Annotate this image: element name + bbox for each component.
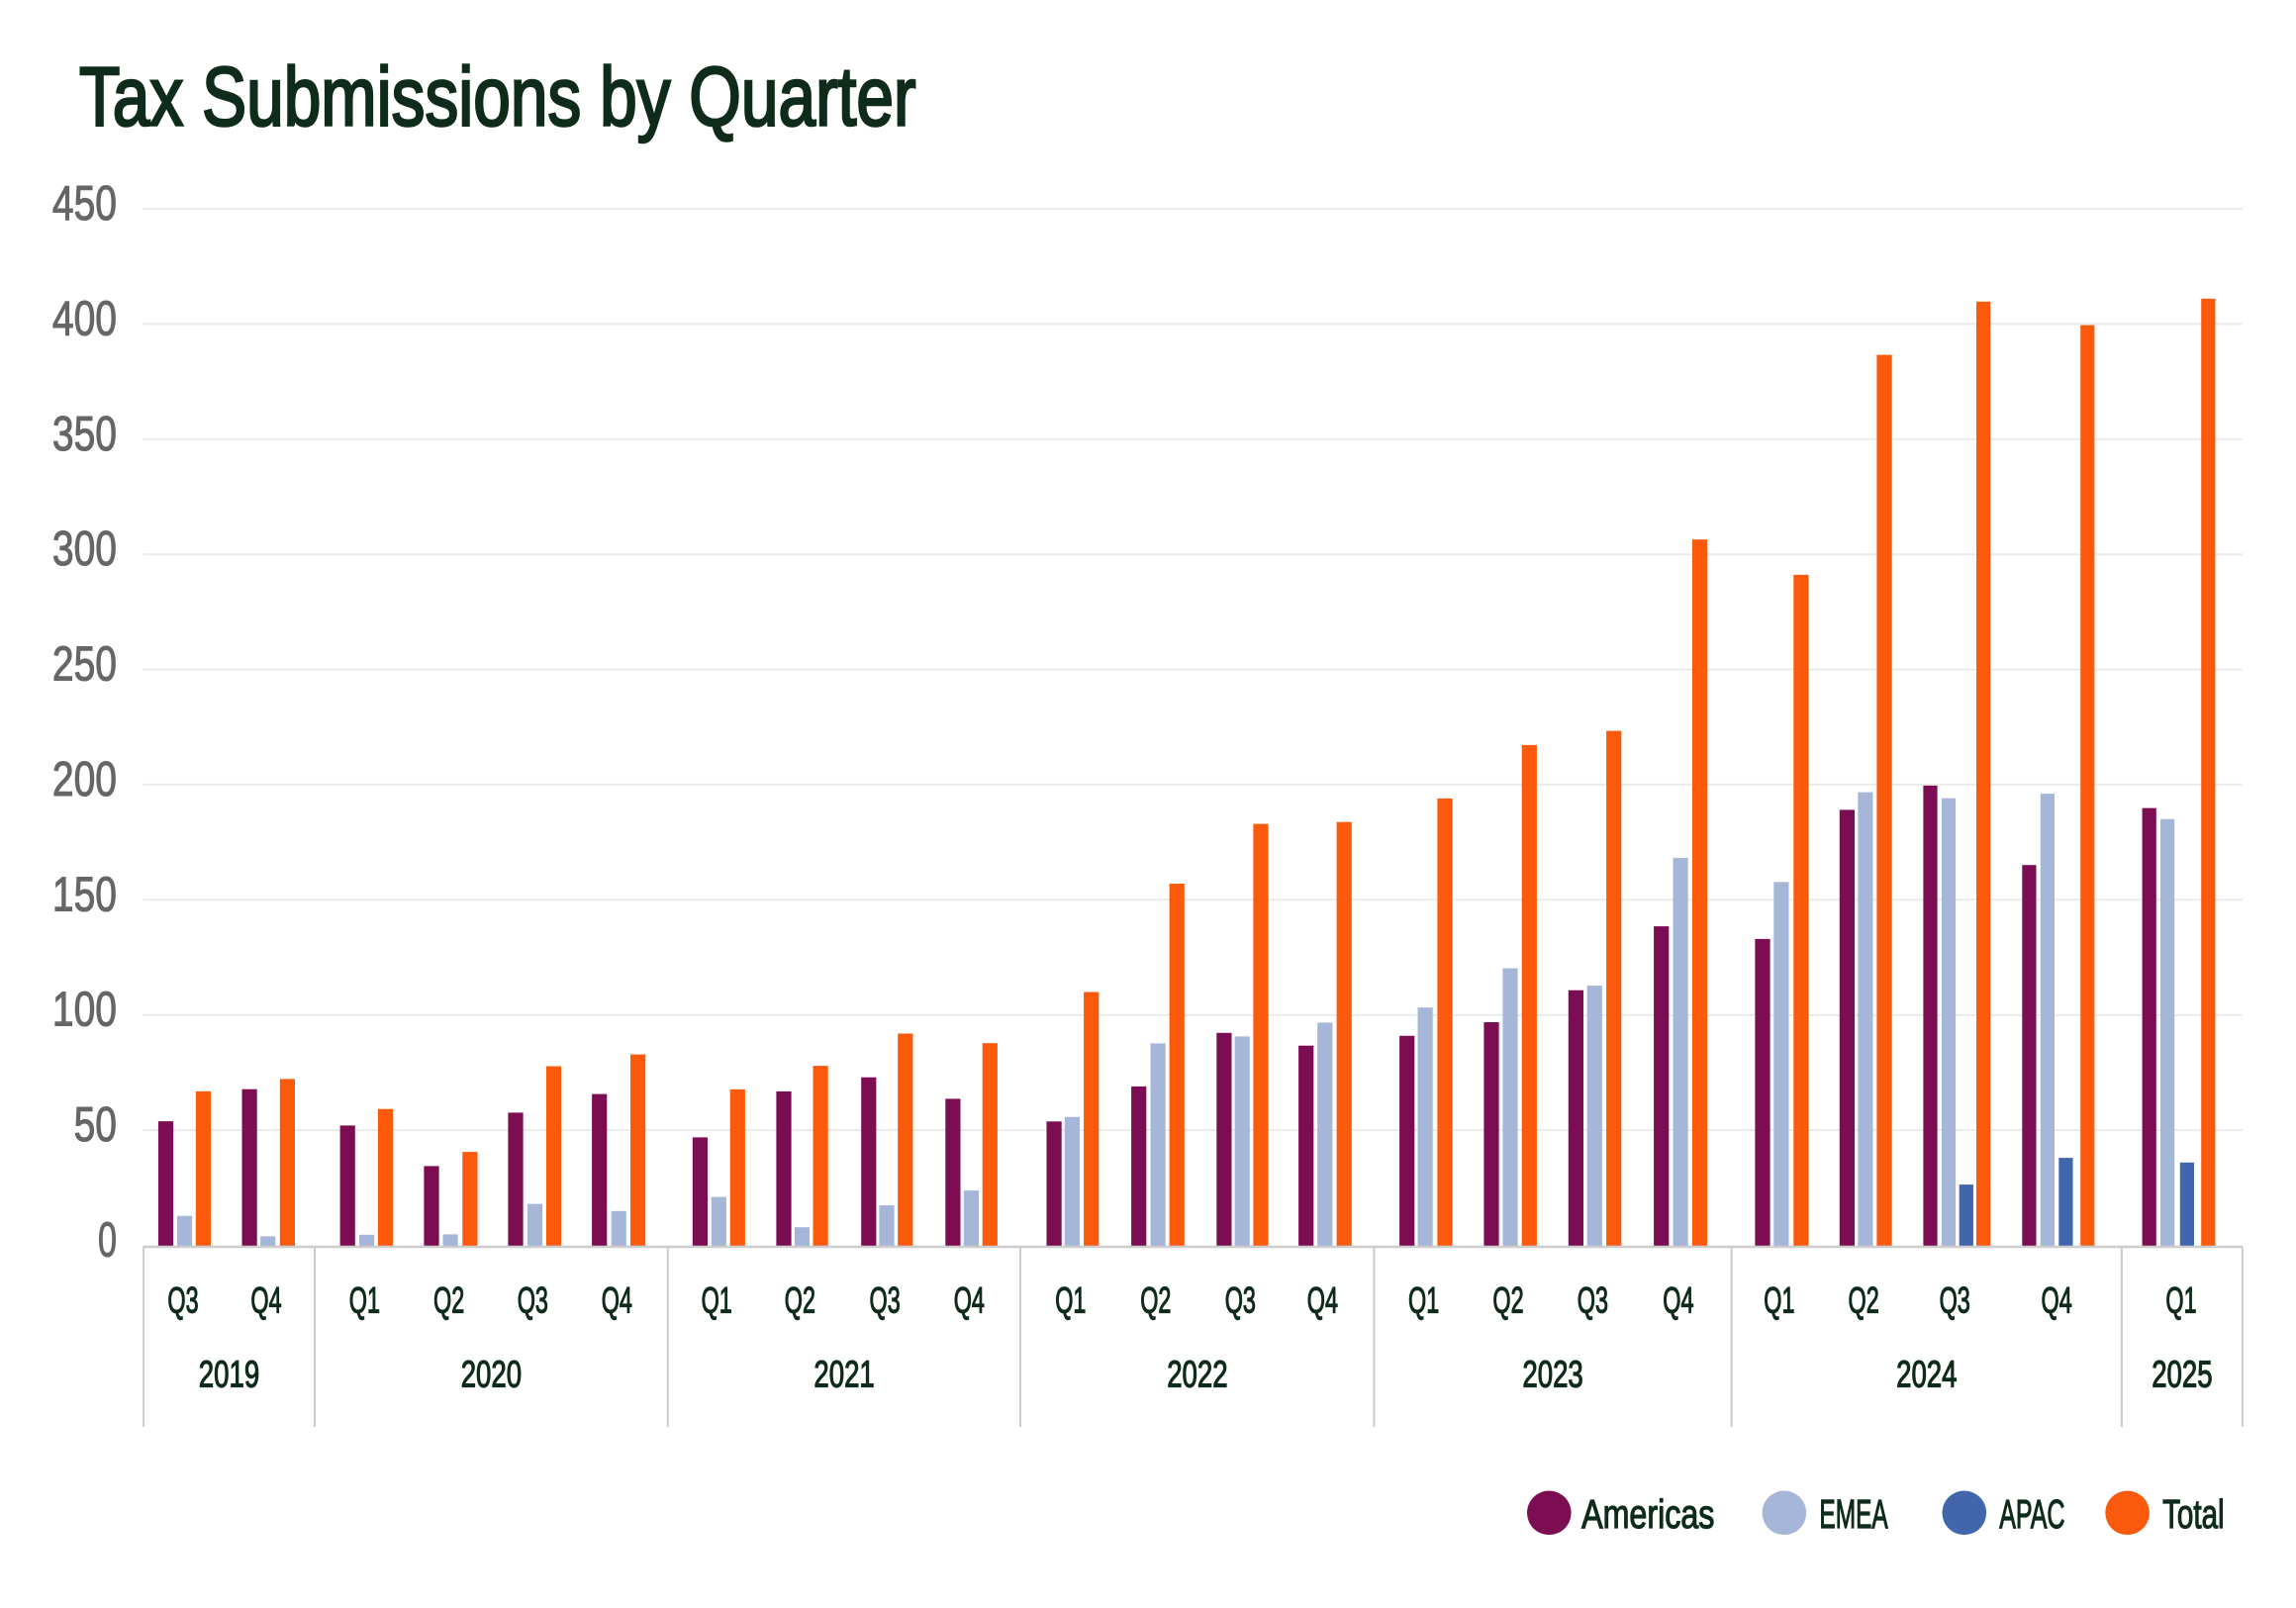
svg-text:2025: 2025 xyxy=(2152,1354,2212,1395)
svg-text:Q2: Q2 xyxy=(785,1279,815,1321)
svg-text:Q2: Q2 xyxy=(433,1279,464,1321)
svg-text:300: 300 xyxy=(52,521,117,576)
svg-text:350: 350 xyxy=(52,407,117,461)
svg-text:2024: 2024 xyxy=(1896,1354,1957,1395)
svg-text:Q4: Q4 xyxy=(250,1279,281,1321)
svg-text:200: 200 xyxy=(52,752,117,806)
svg-text:150: 150 xyxy=(52,867,117,921)
svg-text:Q4: Q4 xyxy=(954,1279,985,1321)
svg-text:2022: 2022 xyxy=(1167,1354,1227,1395)
svg-text:Q2: Q2 xyxy=(1140,1279,1171,1321)
svg-text:2021: 2021 xyxy=(813,1354,874,1395)
svg-text:Tax Submissions by Quarter: Tax Submissions by Quarter xyxy=(79,49,916,142)
svg-text:50: 50 xyxy=(74,1097,117,1152)
svg-text:Q1: Q1 xyxy=(1408,1279,1439,1321)
svg-text:Q3: Q3 xyxy=(870,1279,901,1321)
svg-text:Q4: Q4 xyxy=(1663,1279,1693,1321)
svg-text:2020: 2020 xyxy=(461,1354,522,1395)
svg-text:250: 250 xyxy=(52,637,117,692)
svg-text:Q1: Q1 xyxy=(1764,1279,1794,1321)
svg-text:0: 0 xyxy=(98,1213,117,1268)
svg-text:Q3: Q3 xyxy=(167,1279,198,1321)
svg-text:2019: 2019 xyxy=(199,1354,259,1395)
svg-text:100: 100 xyxy=(52,983,117,1037)
svg-text:2023: 2023 xyxy=(1522,1354,1582,1395)
svg-text:Q4: Q4 xyxy=(2042,1279,2072,1321)
svg-text:Q1: Q1 xyxy=(349,1279,380,1321)
svg-text:Q1: Q1 xyxy=(2165,1279,2196,1321)
svg-text:450: 450 xyxy=(52,176,117,231)
svg-text:Q2: Q2 xyxy=(1492,1279,1523,1321)
svg-text:Q4: Q4 xyxy=(1307,1279,1338,1321)
svg-text:400: 400 xyxy=(52,291,117,345)
svg-text:Q3: Q3 xyxy=(1578,1279,1608,1321)
svg-text:Q1: Q1 xyxy=(1055,1279,1086,1321)
svg-text:Americas: Americas xyxy=(1581,1491,1714,1537)
svg-text:Q2: Q2 xyxy=(1849,1279,1879,1321)
svg-text:Q3: Q3 xyxy=(1940,1279,1970,1321)
svg-text:Q3: Q3 xyxy=(518,1279,548,1321)
svg-text:Total: Total xyxy=(2162,1491,2225,1537)
svg-text:EMEA: EMEA xyxy=(1819,1491,1888,1537)
svg-text:Q3: Q3 xyxy=(1225,1279,1256,1321)
svg-text:APAC: APAC xyxy=(1999,1491,2064,1537)
svg-text:Q1: Q1 xyxy=(702,1279,732,1321)
svg-text:Q4: Q4 xyxy=(602,1279,632,1321)
